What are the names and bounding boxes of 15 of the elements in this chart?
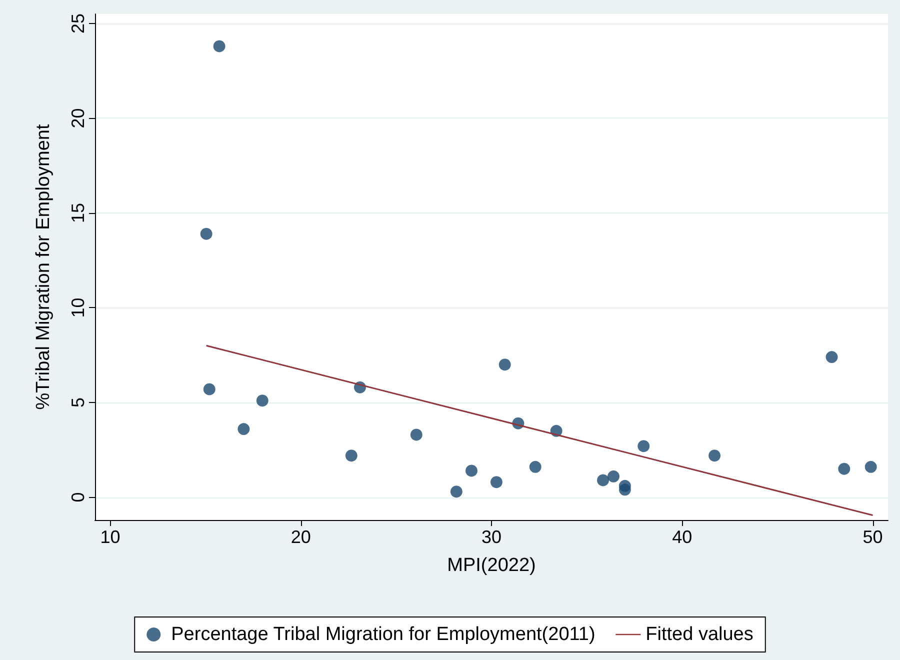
x-tick-label: 50	[862, 527, 883, 547]
x-tick-label: 30	[481, 527, 502, 547]
legend-label: Fitted values	[646, 624, 754, 645]
y-tick-label: 15	[68, 202, 88, 224]
y-tick-label: 20	[68, 108, 88, 128]
y-axis-title: %Tribal Migration for Employment	[33, 124, 54, 410]
y-tick-label: 0	[68, 492, 88, 502]
y-tick-label: 25	[68, 13, 88, 34]
x-tick-label: 20	[290, 527, 311, 547]
x-tick-label: 40	[672, 527, 692, 547]
x-tick-label: 10	[100, 527, 120, 547]
y-tick-label: 10	[68, 298, 88, 318]
legend-label: Percentage Tribal Migration for Employment(2011)	[171, 624, 596, 645]
y-tick-label: 5	[68, 397, 88, 408]
x-axis-title: MPI(2022)	[447, 555, 536, 576]
